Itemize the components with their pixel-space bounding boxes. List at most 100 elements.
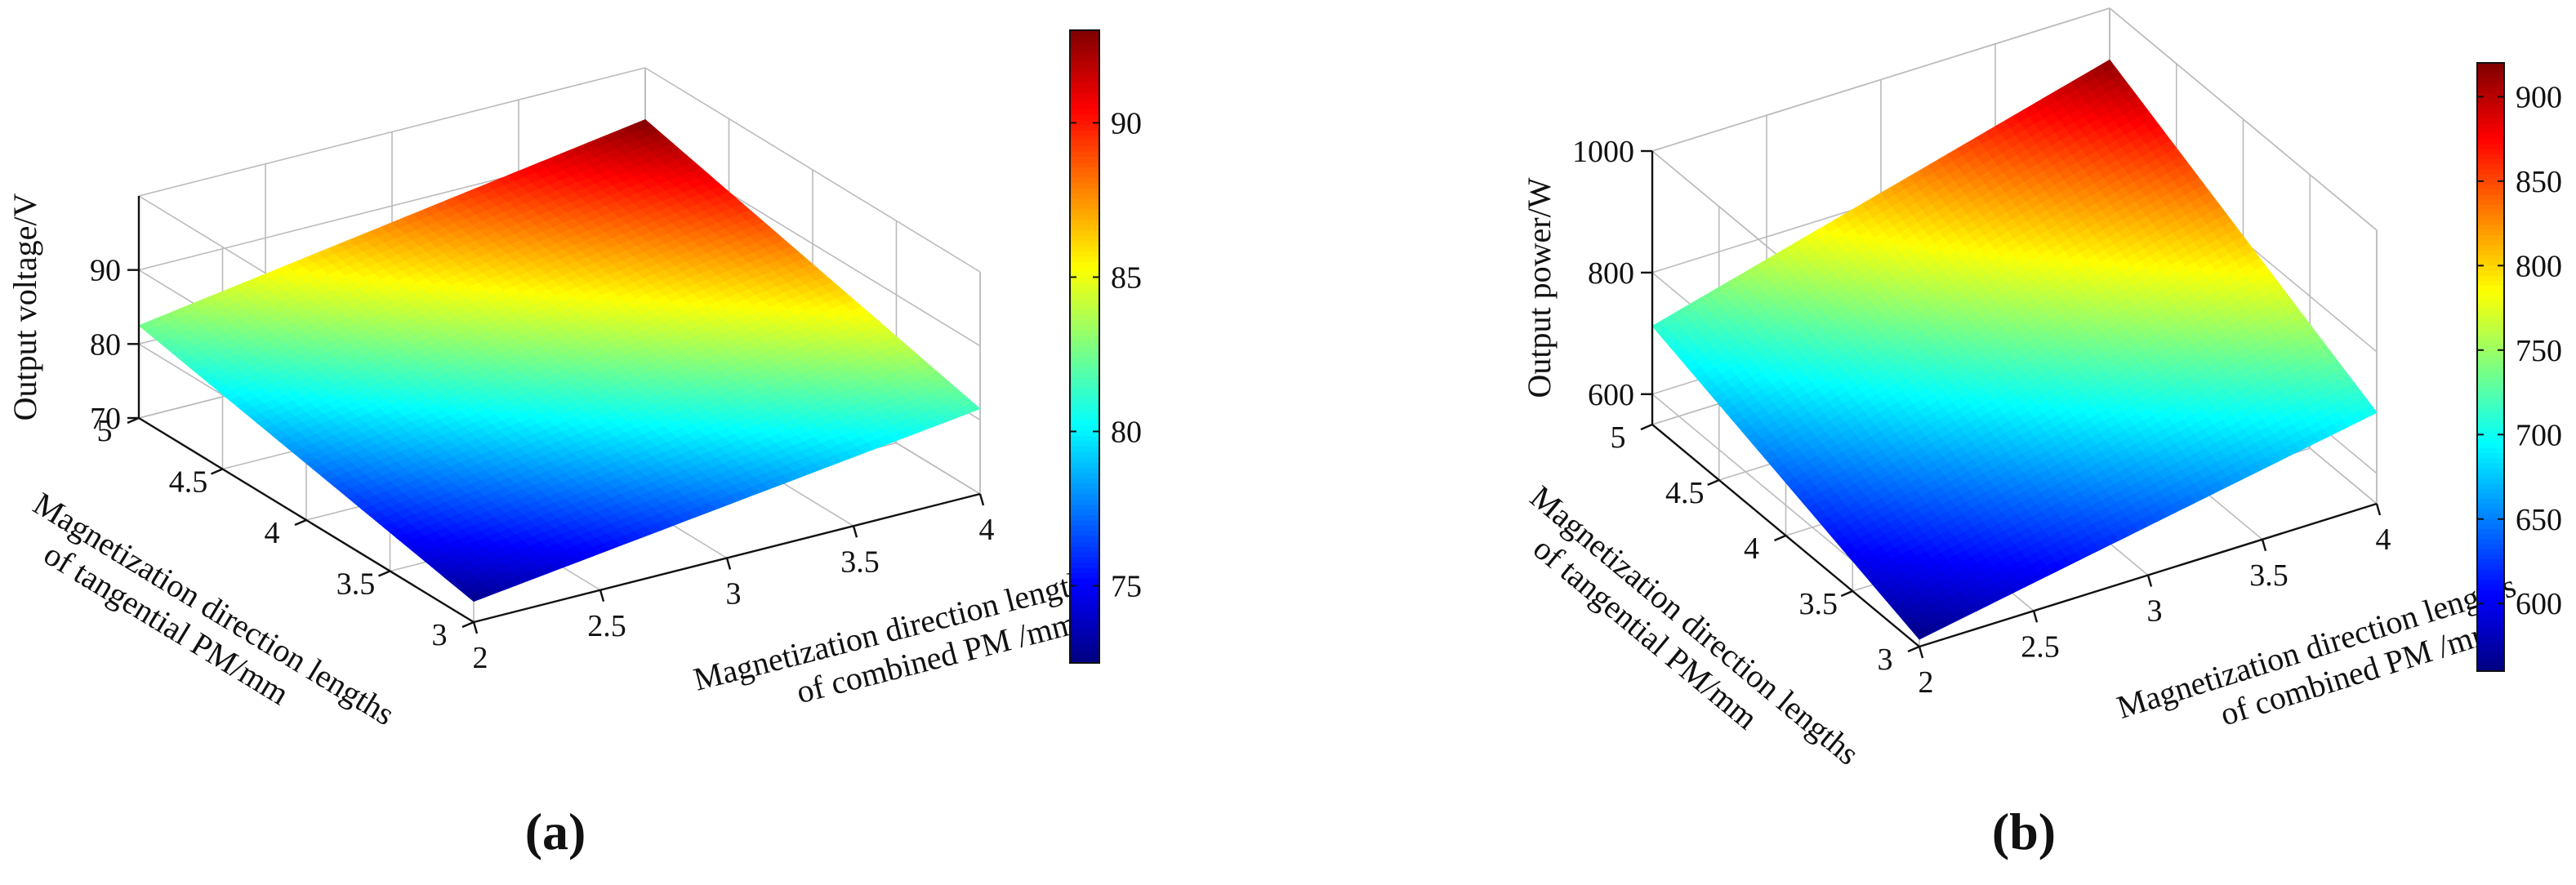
panel-a-colorbar-segment [1070,541,1099,548]
panel-b-y-tick-mark [1707,478,1720,487]
panel-b-colorbar-segment [2477,225,2504,231]
panel-a-colorbar-segment [1070,67,1099,73]
panel-a-colorbar-segment [1070,499,1099,505]
panel-a-colorbar-segment [1070,325,1099,331]
panel-a-colorbar-segment [1070,515,1099,522]
panel-a-colorbar-segment [1070,599,1099,606]
panel-a-colorbar-segment [1070,235,1099,242]
panel-a-colorbar-segment [1070,183,1099,189]
panel-a-z-tick-label: 80 [90,327,121,362]
panel-b-colorbar-segment [2477,82,2504,89]
panel-a-colorbar-segment [1070,430,1099,437]
panel-a-colorbar-segment [1070,604,1099,611]
panel-b-y-tick-mark [1640,423,1653,431]
panel-b-x-tick-label: 3 [2147,594,2163,629]
panel-a-colorbar-segment [1070,436,1099,442]
panel-a-colorbar-segment [1070,157,1099,163]
panel-a-colorbar-segment [1070,410,1099,416]
panel-a-colorbar-tick-label: 75 [1111,569,1142,603]
panel-a-colorbar-segment [1070,30,1099,37]
panel-a-colorbar-segment [1070,657,1099,664]
panel-a-colorbar-segment [1070,241,1099,247]
panel-b-colorbar-segment [2477,473,2504,479]
panel-a-colorbar-segment [1070,447,1099,453]
panel-b-colorbar-segment [2477,215,2504,221]
panel-b-y-tick-label: 4 [1744,531,1759,566]
panel-b-colorbar-segment [2477,534,2504,540]
panel-b-colorbar-segment [2477,286,2504,291]
panel-b-colorbar-segment [2477,331,2504,337]
panel-a-colorbar-segment [1070,320,1099,327]
panel-a-y-tick-label: 5 [97,414,113,448]
panel-b-colorbar-segment [2477,458,2504,465]
panel-a-colorbar-segment [1070,610,1099,616]
panel-a-colorbar-segment [1070,357,1099,363]
panel-b-colorbar-segment [2477,336,2504,343]
panel-b-colorbar-segment [2477,113,2504,119]
panel-b-colorbar-segment [2477,103,2504,109]
panel-a-colorbar-segment [1070,119,1099,126]
panel-b-colorbar-segment [2477,371,2504,378]
panel-a-colorbar-segment [1070,98,1099,105]
panel-b-colorbar-segment [2477,265,2504,272]
panel-a-colorbar-segment [1070,188,1099,194]
panel-a-x-tick-label: 2 [473,641,488,675]
panel-b-z-tick-label: 600 [1588,378,1634,412]
panel-a-colorbar-segment [1070,125,1099,131]
panel-b-colorbar-segment [2477,433,2504,439]
panel-a-colorbar-segment [1070,61,1099,68]
panel-a-colorbar-segment [1070,177,1099,184]
panel-a-y-tick-mark [211,468,223,475]
panel-a-colorbar-segment [1070,594,1099,601]
panel-a-colorbar-tick-label: 90 [1111,106,1142,140]
panel-a-colorbar-segment [1070,372,1099,379]
panel-a-x-tick-mark [852,525,858,538]
panel-b-colorbar-segment [2477,387,2504,394]
panel-b-colorbar-segment [2477,392,2504,398]
panel-a-colorbar-segment [1070,647,1099,653]
panel-a-colorbar-segment [1070,642,1099,648]
panel-b-colorbar-segment [2477,118,2504,125]
panel-b-colorbar-segment [2477,153,2504,160]
panel-a-colorbar-segment [1070,251,1099,258]
panel-a-colorbar-segment [1070,652,1099,659]
panel-a-colorbar-segment [1070,394,1099,400]
panel-a-colorbar-segment [1070,104,1099,110]
panel-b-y-tick-label: 3 [1878,643,1893,677]
panel-b-colorbar-segment [2477,158,2504,165]
panel-a-colorbar-segment [1070,136,1099,142]
panel-a-colorbar-segment [1070,615,1099,621]
panel-a-colorbar-segment [1070,278,1099,284]
panel-a-y-tick-mark [294,518,307,527]
panel-b-y-tick-label: 3.5 [1799,587,1838,621]
panel-a-colorbar-segment [1070,478,1099,485]
panel-a-y-tick-label: 3 [432,618,448,652]
panel-a-y-tick-label: 4.5 [169,465,208,500]
panel-b-colorbar-segment [2477,311,2504,318]
panel-a-colorbar-segment [1070,488,1099,495]
panel-a-colorbar-segment [1070,283,1099,290]
panel-b-y-tick-label: 4.5 [1665,476,1705,510]
panel-a-colorbar-segment [1070,167,1099,173]
panel-b-colorbar-segment [2477,300,2504,307]
panel-a-colorbar-segment [1070,483,1099,490]
panel-a-surface [138,119,981,603]
panel-b-gridline [2109,7,2378,231]
panel-b-colorbar-segment [2477,529,2504,535]
panel-a-colorbar-segment [1070,309,1099,316]
panel-b-colorbar-segment [2477,199,2504,206]
panel-b-colorbar-segment [2477,149,2504,155]
panel-a-x-tick-mark [599,589,605,603]
panel-b-colorbar-segment [2477,174,2504,180]
panel-b-colorbar-segment [2477,133,2504,140]
panel-a-colorbar-segment [1070,526,1099,532]
panel-a-colorbar-segment [1070,567,1099,574]
panel-b-colorbar-segment [2477,447,2504,454]
panel-a-colorbar-segment [1070,468,1099,474]
panel-a-colorbar-segment [1070,72,1099,78]
panel-a-colorbar-segment [1070,230,1099,237]
panel-b-colorbar-segment [2477,204,2504,211]
panel-a-colorbar-segment [1070,51,1099,57]
